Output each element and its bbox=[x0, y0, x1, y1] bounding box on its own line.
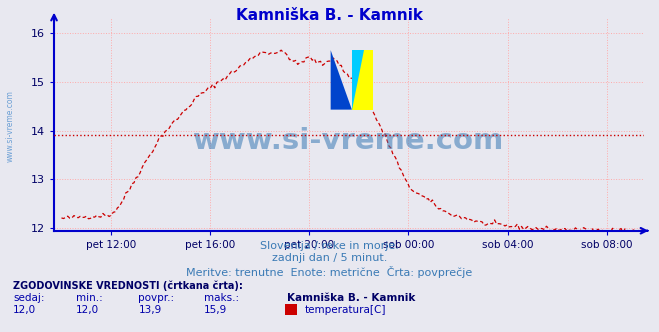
Text: maks.:: maks.: bbox=[204, 293, 239, 303]
Text: Kamniška B. - Kamnik: Kamniška B. - Kamnik bbox=[236, 8, 423, 23]
Text: ZGODOVINSKE VREDNOSTI (črtkana črta):: ZGODOVINSKE VREDNOSTI (črtkana črta): bbox=[13, 281, 243, 291]
Text: sedaj:: sedaj: bbox=[13, 293, 45, 303]
Text: zadnji dan / 5 minut.: zadnji dan / 5 minut. bbox=[272, 253, 387, 263]
Text: povpr.:: povpr.: bbox=[138, 293, 175, 303]
Text: 12,0: 12,0 bbox=[13, 305, 36, 315]
Text: www.si-vreme.com: www.si-vreme.com bbox=[5, 90, 14, 162]
Polygon shape bbox=[352, 50, 364, 110]
Text: www.si-vreme.com: www.si-vreme.com bbox=[193, 127, 505, 155]
Text: 12,0: 12,0 bbox=[76, 305, 99, 315]
Text: 15,9: 15,9 bbox=[204, 305, 227, 315]
Text: Kamniška B. - Kamnik: Kamniška B. - Kamnik bbox=[287, 293, 415, 303]
Text: min.:: min.: bbox=[76, 293, 103, 303]
Text: temperatura[C]: temperatura[C] bbox=[305, 305, 387, 315]
Text: 13,9: 13,9 bbox=[138, 305, 161, 315]
Polygon shape bbox=[352, 50, 373, 110]
Text: Meritve: trenutne  Enote: metrične  Črta: povprečje: Meritve: trenutne Enote: metrične Črta: … bbox=[186, 266, 473, 278]
Text: Slovenija / reke in morje.: Slovenija / reke in morje. bbox=[260, 241, 399, 251]
Polygon shape bbox=[331, 50, 352, 110]
